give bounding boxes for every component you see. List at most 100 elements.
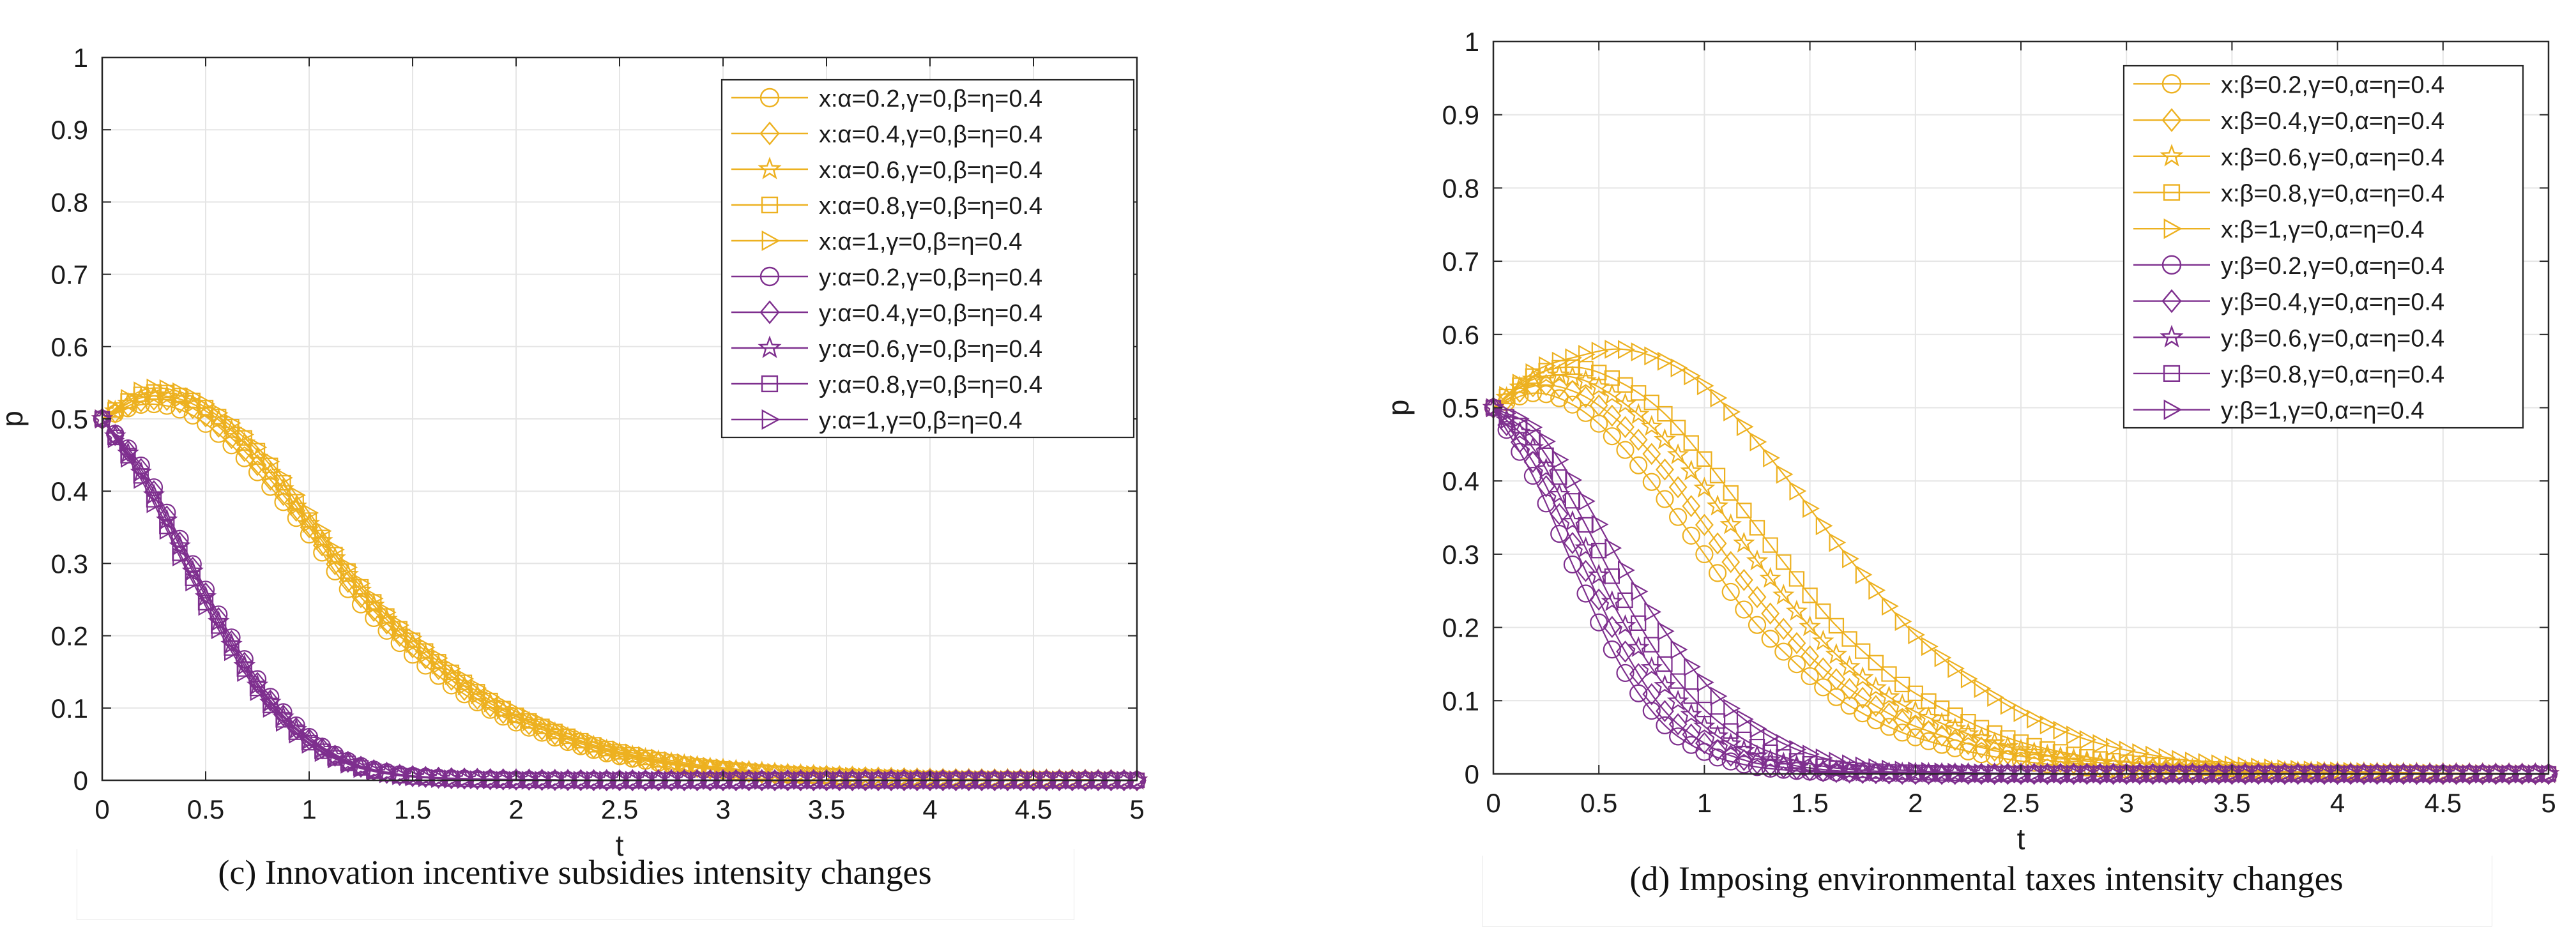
series-marker bbox=[1709, 713, 1726, 729]
series-marker bbox=[1733, 531, 1755, 553]
series-marker bbox=[211, 620, 229, 639]
legend-entry: y:β=0.4,γ=0,α=η=0.4 bbox=[2133, 289, 2444, 316]
y-tick-label: 0.4 bbox=[1442, 466, 1479, 496]
legend-marker-triangle bbox=[761, 230, 781, 252]
legend-marker-circle bbox=[759, 87, 780, 108]
series-marker bbox=[1774, 642, 1793, 661]
legend-marker-circle bbox=[2161, 74, 2182, 94]
legend-marker-star bbox=[2160, 144, 2184, 167]
series-marker bbox=[1829, 533, 1847, 552]
series-marker bbox=[1617, 592, 1633, 609]
series-marker bbox=[1855, 756, 1873, 776]
y-tick-label: 0.2 bbox=[51, 621, 88, 651]
series-marker bbox=[444, 659, 462, 679]
series-marker bbox=[1631, 342, 1649, 361]
series-marker bbox=[1551, 351, 1569, 371]
series-marker bbox=[1774, 617, 1793, 640]
series-marker bbox=[1828, 617, 1845, 634]
series-marker bbox=[1550, 503, 1569, 526]
series-marker bbox=[1947, 707, 1963, 723]
series-marker bbox=[1657, 656, 1673, 672]
series-marker bbox=[521, 708, 539, 727]
series-marker bbox=[1772, 584, 1795, 605]
series-marker bbox=[2132, 743, 2150, 762]
series-marker bbox=[2092, 734, 2110, 753]
legend-entry: y:α=0.8,γ=0,β=η=0.4 bbox=[731, 372, 1042, 398]
series-marker bbox=[1735, 600, 1753, 619]
series-marker bbox=[1644, 602, 1662, 622]
series-marker bbox=[1723, 723, 1739, 739]
series-marker bbox=[1666, 443, 1689, 464]
series-marker bbox=[1748, 586, 1767, 609]
series-marker bbox=[287, 499, 306, 522]
series-marker bbox=[1563, 379, 1582, 402]
x-tick-label: 0.5 bbox=[1580, 788, 1617, 818]
series-marker bbox=[1841, 631, 1857, 647]
series-marker bbox=[1563, 555, 1582, 574]
y-tick-label: 1 bbox=[73, 43, 88, 73]
series-marker bbox=[1749, 432, 1767, 451]
series-marker bbox=[1921, 637, 1939, 656]
series-marker bbox=[1589, 394, 1608, 417]
series-marker bbox=[1643, 395, 1659, 411]
series-marker bbox=[1539, 356, 1556, 375]
series-marker bbox=[1618, 340, 1635, 360]
series-marker bbox=[1880, 702, 1898, 725]
series-marker bbox=[133, 469, 151, 489]
series-marker bbox=[1788, 571, 1805, 587]
legend: x:β=0.2,γ=0,α=η=0.4 x:β=0.4,γ=0,α=η=0.4 x:… bbox=[2123, 64, 2524, 429]
series-marker bbox=[2026, 738, 2042, 754]
series-marker bbox=[1657, 621, 1675, 641]
y-tick-label: 0.4 bbox=[51, 476, 88, 506]
series-marker bbox=[1683, 688, 1699, 704]
series-marker bbox=[1855, 565, 1873, 584]
series-marker bbox=[1616, 640, 1635, 663]
series-marker bbox=[1695, 513, 1714, 536]
series-marker bbox=[1682, 723, 1701, 746]
series-marker bbox=[1670, 640, 1688, 660]
series-marker bbox=[1736, 503, 1752, 518]
series-marker bbox=[1537, 385, 1555, 404]
series-marker bbox=[1719, 513, 1742, 534]
series-marker bbox=[1668, 713, 1688, 736]
series-marker bbox=[1736, 709, 1754, 729]
series-marker bbox=[1668, 476, 1688, 499]
series-marker bbox=[224, 413, 241, 433]
series-marker bbox=[1670, 358, 1688, 377]
x-tick-label: 0 bbox=[1486, 788, 1500, 818]
x-tick-label: 3 bbox=[715, 794, 730, 824]
legend-label: x:β=1,γ=0,α=η=0.4 bbox=[2221, 216, 2425, 243]
series-marker bbox=[535, 713, 552, 733]
series-marker bbox=[1723, 402, 1741, 421]
series-marker bbox=[1759, 566, 1781, 588]
series-marker bbox=[1576, 559, 1595, 582]
series-marker bbox=[1656, 700, 1674, 722]
legend-label: y:β=0.4,γ=0,α=η=0.4 bbox=[2221, 289, 2444, 316]
series-marker bbox=[599, 737, 617, 756]
series-marker bbox=[1893, 709, 1912, 732]
series-marker bbox=[366, 762, 384, 781]
series-marker bbox=[1944, 717, 1967, 739]
x-tick-label: 1 bbox=[1697, 788, 1712, 818]
series-marker bbox=[560, 723, 578, 743]
legend-entry: y:α=0.2,γ=0,β=η=0.4 bbox=[731, 264, 1042, 291]
legend-entry: y:β=0.6,γ=0,α=η=0.4 bbox=[2133, 324, 2444, 352]
series-marker bbox=[1565, 470, 1583, 490]
y-tick-label: 0.3 bbox=[51, 549, 88, 579]
series-marker bbox=[1680, 703, 1703, 724]
series-marker bbox=[1591, 342, 1609, 361]
series-marker bbox=[289, 724, 307, 744]
series-marker bbox=[237, 425, 255, 444]
legend-entry: y:β=1,γ=0,α=η=0.4 bbox=[2133, 398, 2425, 425]
series-marker bbox=[1708, 748, 1727, 767]
series-marker bbox=[340, 557, 358, 577]
series-marker bbox=[237, 663, 255, 682]
series-marker bbox=[1682, 526, 1700, 545]
series-marker bbox=[1564, 359, 1581, 375]
x-tick-label: 0 bbox=[95, 794, 109, 824]
series-marker bbox=[2027, 709, 2044, 729]
y-tick-label: 0.5 bbox=[1442, 393, 1479, 423]
series-marker bbox=[1627, 636, 1650, 658]
series-marker bbox=[1709, 467, 1726, 483]
